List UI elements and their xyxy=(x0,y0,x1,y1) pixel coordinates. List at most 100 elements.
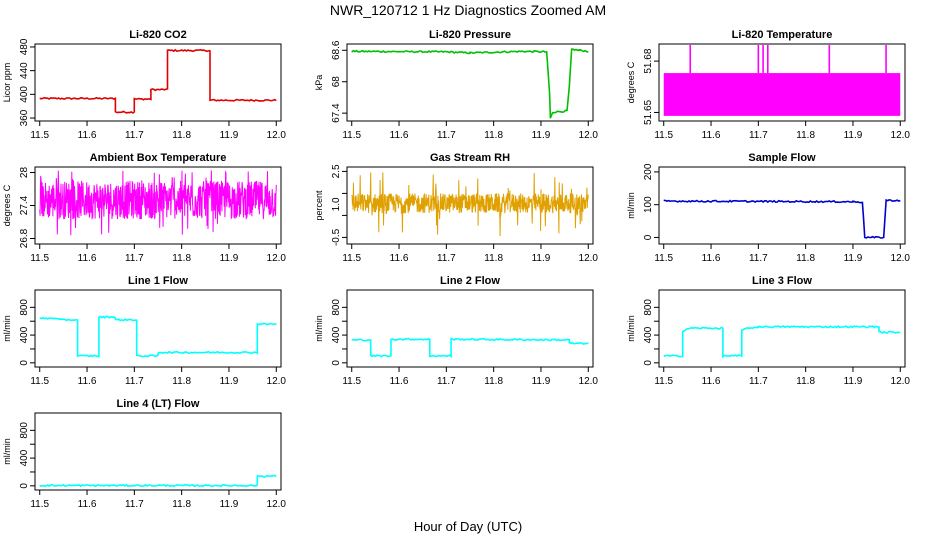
x-tick-label: 12.0 xyxy=(579,253,599,264)
series-group xyxy=(663,45,901,116)
x-tick-label: 11.6 xyxy=(702,130,721,141)
series-group xyxy=(351,48,589,119)
x-tick-label: 11.6 xyxy=(702,253,721,264)
y-tick-label: 0 xyxy=(19,360,30,366)
y-tick-label: 68.6 xyxy=(331,40,342,60)
panel-5: Sample Flow 11.5 11.6 11.7 11.8 11.9 12.0 0 100 2… xyxy=(626,152,910,264)
x-tick-label: 11.6 xyxy=(390,130,409,141)
x-tick-label: 11.5 xyxy=(342,376,361,387)
x-tick-label: 11.5 xyxy=(30,253,49,264)
plot-frame xyxy=(658,166,906,245)
x-tick-label: 11.8 xyxy=(484,130,503,141)
panel-4: Gas Stream RH 11.5 11.6 11.7 11.8 11.9 12.0 -0.… xyxy=(314,152,598,264)
x-tick-label: 11.9 xyxy=(220,130,239,141)
y-tick-label: 1.0 xyxy=(331,197,342,211)
x-tick-label: 11.8 xyxy=(796,130,815,141)
x-tick-label: 11.6 xyxy=(78,499,97,510)
series-line xyxy=(39,48,277,114)
panel-1: Li-820 Pressure 11.5 11.6 11.7 11.8 11.9 12.0 6… xyxy=(314,29,598,141)
y-axis-label: kPa xyxy=(314,75,324,91)
y-tick-label: 0 xyxy=(643,360,654,366)
y-tick-label: 360 xyxy=(19,109,30,126)
x-tick-label: 11.7 xyxy=(749,253,768,264)
series-group xyxy=(663,198,901,239)
panel-title: Line 3 Flow xyxy=(752,275,812,287)
x-tick-label: 11.5 xyxy=(30,376,49,387)
figure-title: NWR_120712 1 Hz Diagnostics Zoomed AM xyxy=(330,2,606,18)
x-tick-label: 12.0 xyxy=(891,253,911,264)
y-axis-label: ml/min xyxy=(626,192,636,219)
x-tick-label: 12.0 xyxy=(579,130,599,141)
panel-3: Ambient Box Temperature 11.5 11.6 11.7 11.8 1… xyxy=(2,152,286,264)
x-tick-label: 11.8 xyxy=(484,376,503,387)
x-tick-label: 11.7 xyxy=(437,130,456,141)
x-tick-label: 11.6 xyxy=(702,376,721,387)
y-tick-label: 800 xyxy=(643,299,654,316)
panel-title: Ambient Box Temperature xyxy=(90,152,227,164)
y-tick-label: 27.4 xyxy=(19,195,30,215)
x-tick-label: 11.9 xyxy=(532,253,551,264)
series-line xyxy=(39,474,277,488)
panel-6: Line 1 Flow 11.5 11.6 11.7 11.8 11.9 12.0 0 400 8… xyxy=(2,275,286,387)
y-tick-label: 800 xyxy=(19,422,30,439)
x-tick-label: 11.7 xyxy=(749,130,768,141)
x-tick-label: 11.9 xyxy=(532,376,551,387)
x-tick-label: 11.8 xyxy=(796,376,815,387)
panel-title: Line 1 Flow xyxy=(128,275,188,287)
series-group xyxy=(351,172,589,237)
x-tick-label: 11.6 xyxy=(78,376,97,387)
y-axis-label: ml/min xyxy=(626,315,636,342)
series-line xyxy=(663,198,901,239)
x-tick-label: 11.9 xyxy=(844,253,863,264)
y-tick-label: 0 xyxy=(331,360,342,366)
panel-title: Li-820 CO2 xyxy=(129,29,186,41)
y-tick-label: 0 xyxy=(19,483,30,489)
x-tick-label: 11.6 xyxy=(78,253,97,264)
x-tick-label: 11.5 xyxy=(654,253,673,264)
x-tick-label: 11.7 xyxy=(125,253,144,264)
plot-frame xyxy=(34,289,282,368)
x-tick-label: 11.7 xyxy=(125,376,144,387)
y-tick-label: 68 xyxy=(331,76,342,88)
y-tick-label: 200 xyxy=(643,163,654,180)
plot-frame xyxy=(346,43,594,122)
x-tick-label: 11.9 xyxy=(844,376,863,387)
y-tick-label: 28 xyxy=(19,167,30,179)
plot-frame xyxy=(34,412,282,491)
panel-title: Gas Stream RH xyxy=(430,152,510,164)
series-line xyxy=(351,172,589,237)
x-tick-label: 12.0 xyxy=(267,130,287,141)
x-tick-label: 11.5 xyxy=(654,130,673,141)
series-group xyxy=(39,315,277,358)
x-tick-label: 11.8 xyxy=(172,499,191,510)
y-tick-label: 800 xyxy=(331,299,342,316)
y-tick-label: 67.4 xyxy=(331,103,342,123)
plot-frame xyxy=(346,166,594,245)
x-tick-label: 11.8 xyxy=(796,253,815,264)
x-tick-label: 12.0 xyxy=(267,499,287,510)
plot-frame xyxy=(34,43,282,122)
y-tick-label: 480 xyxy=(19,38,30,55)
panel-7: Line 2 Flow 11.5 11.6 11.7 11.8 11.9 12.0 0 400 8… xyxy=(314,275,598,387)
x-tick-label: 11.9 xyxy=(220,253,239,264)
panel-title: Li-820 Pressure xyxy=(429,29,511,41)
panel-8: Line 3 Flow 11.5 11.6 11.7 11.8 11.9 12.0 0 400 8… xyxy=(626,275,910,387)
panel-title: Line 2 Flow xyxy=(440,275,500,287)
x-tick-label: 11.7 xyxy=(125,130,144,141)
y-tick-label: 400 xyxy=(643,326,654,343)
x-tick-label: 12.0 xyxy=(891,130,911,141)
x-tick-label: 11.5 xyxy=(30,499,49,510)
x-tick-label: 11.8 xyxy=(172,130,191,141)
y-tick-label: -0.5 xyxy=(331,228,342,246)
plot-frame xyxy=(658,43,906,122)
x-tick-label: 12.0 xyxy=(267,376,287,387)
x-tick-label: 11.9 xyxy=(844,130,863,141)
y-axis-label: ml/min xyxy=(2,438,12,465)
y-tick-label: 800 xyxy=(19,299,30,316)
plot-frame xyxy=(658,289,906,368)
panel-2: Li-820 Temperature 11.5 11.6 11.7 11.8 11.9 12… xyxy=(626,29,910,141)
figure-xlabel: Hour of Day (UTC) xyxy=(414,519,522,534)
x-tick-label: 12.0 xyxy=(579,376,599,387)
y-tick-label: 440 xyxy=(19,62,30,79)
